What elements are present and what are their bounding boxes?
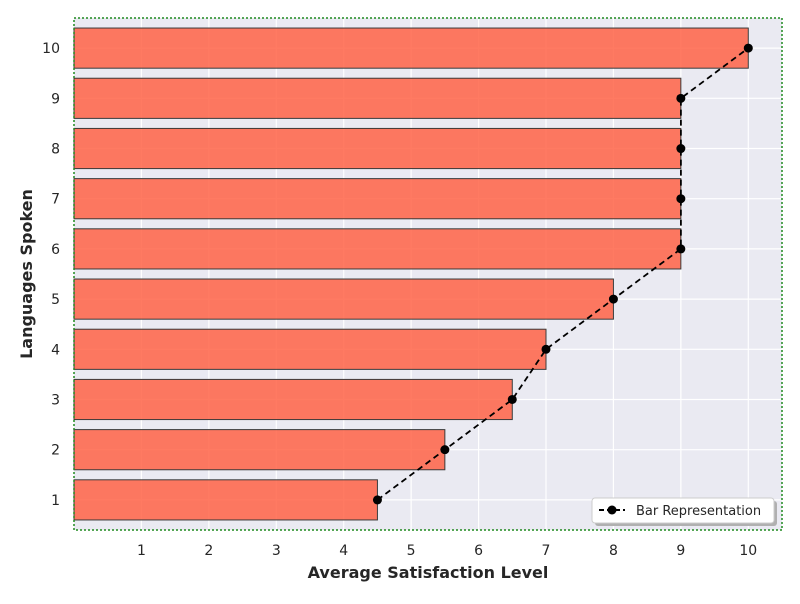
x-tick-label: 10 (739, 543, 757, 559)
y-axis-title: Languages Spoken (17, 189, 36, 359)
legend-marker-icon (607, 505, 617, 515)
bar (73, 127, 682, 170)
data-point (608, 294, 618, 304)
data-point (440, 445, 450, 455)
data-point (743, 43, 753, 53)
bar (73, 178, 682, 220)
plot-frame (73, 17, 783, 531)
x-tick-labels: 1 2 3 4 5 6 7 8 9 10 (137, 543, 757, 559)
data-point (676, 244, 686, 254)
y-tick-label: 9 (51, 91, 60, 107)
data-point (676, 144, 686, 154)
series-line (376, 47, 749, 501)
bars (73, 27, 749, 521)
bar (73, 77, 682, 119)
legend: Bar Representation (591, 497, 777, 526)
y-tick-label: 2 (51, 443, 60, 459)
x-tick-label: 5 (407, 543, 416, 559)
bar (73, 278, 614, 320)
y-tick-label: 10 (42, 41, 60, 57)
y-tick-labels: 1 2 3 4 5 6 7 8 9 10 (42, 41, 60, 509)
y-tick-label: 5 (51, 292, 60, 308)
x-axis-title: Average Satisfaction Level (308, 563, 549, 582)
x-tick-label: 8 (609, 543, 618, 559)
legend-box (591, 497, 775, 524)
data-point (372, 495, 382, 505)
x-tick-label: 2 (204, 543, 213, 559)
y-tick-label: 1 (51, 493, 60, 509)
bar (73, 228, 682, 270)
y-tick-label: 4 (51, 342, 60, 358)
data-point (541, 344, 551, 354)
legend-label: Bar Representation (636, 504, 761, 519)
line-series (372, 43, 753, 505)
bar (73, 27, 749, 69)
x-tick-label: 1 (137, 543, 146, 559)
data-point (676, 194, 686, 204)
x-tick-label: 7 (542, 543, 551, 559)
y-tick-label: 3 (51, 392, 60, 408)
x-tick-label: 3 (272, 543, 281, 559)
data-point (676, 93, 686, 103)
y-tick-label: 7 (51, 192, 60, 208)
x-tick-label: 6 (474, 543, 483, 559)
bar (73, 328, 547, 370)
y-tick-label: 8 (51, 142, 60, 158)
x-tick-label: 4 (339, 543, 348, 559)
x-tick-label: 9 (676, 543, 685, 559)
bar (73, 429, 446, 471)
bar (73, 378, 513, 421)
y-tick-label: 6 (51, 242, 60, 258)
bar (73, 479, 378, 521)
data-point (507, 394, 517, 404)
